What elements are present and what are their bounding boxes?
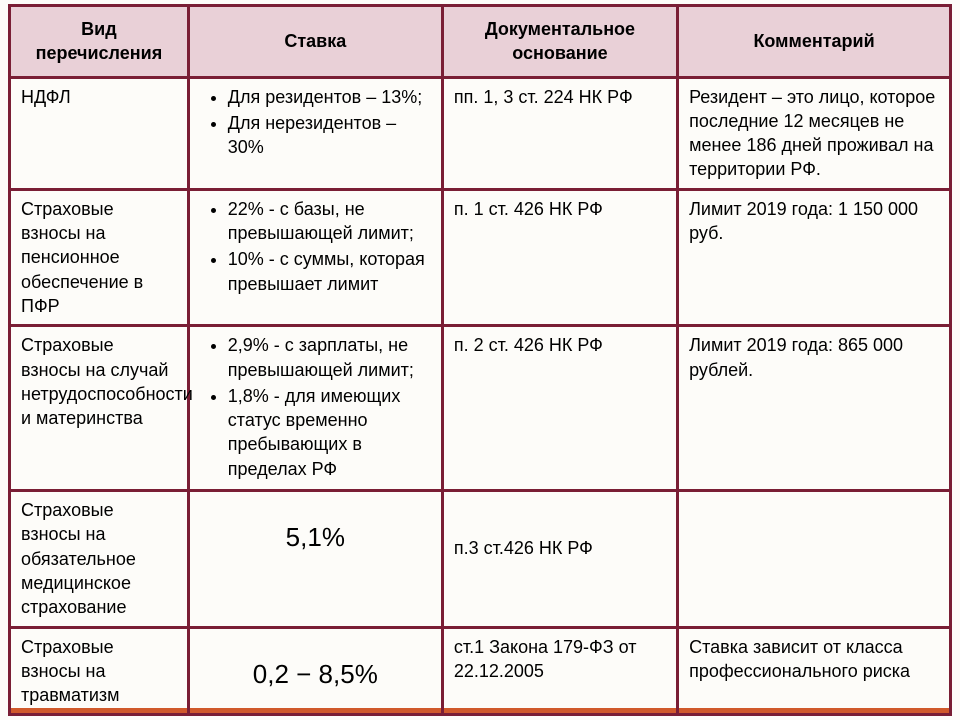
table-row: Страховые взносы на случай нетрудоспособ… [10, 326, 951, 491]
rate-item: 2,9% - с зарплаты, не превышающей лимит; [228, 333, 431, 382]
cell-rate: Для резидентов – 13%; Для нерезидентов –… [188, 77, 442, 189]
cell-type: Страховые взносы на пенсионное обеспечен… [10, 189, 189, 325]
col-header-basis: Документальное основание [442, 6, 677, 78]
rate-item: 22% - с базы, не превышающей лимит; [228, 197, 431, 246]
cell-rate: 5,1% [188, 491, 442, 627]
col-header-comment: Комментарий [678, 6, 951, 78]
cell-type: Страховые взносы на травматизм [10, 627, 189, 715]
col-header-rate: Ставка [188, 6, 442, 78]
cell-basis: ст.1 Закона 179-ФЗ от 22.12.2005 [442, 627, 677, 715]
col-header-type: Вид перечисления [10, 6, 189, 78]
header-row: Вид перечисления Ставка Документальное о… [10, 6, 951, 78]
cell-comment [678, 491, 951, 627]
rate-item: 1,8% - для имеющих статус временно пребы… [228, 384, 431, 481]
cell-basis: п.3 ст.426 НК РФ [442, 491, 677, 627]
cell-rate: 2,9% - с зарплаты, не превышающей лимит;… [188, 326, 442, 491]
tax-table-container: Вид перечисления Ставка Документальное о… [8, 4, 952, 716]
cell-basis: пп. 1, 3 ст. 224 НК РФ [442, 77, 677, 189]
cell-rate: 22% - с базы, не превышающей лимит; 10% … [188, 189, 442, 325]
cell-basis: п. 1 ст. 426 НК РФ [442, 189, 677, 325]
cell-comment: Лимит 2019 года: 1 150 000 руб. [678, 189, 951, 325]
table-row: НДФЛ Для резидентов – 13%; Для нерезиден… [10, 77, 951, 189]
rate-item: 10% - с суммы, которая превышает лимит [228, 247, 431, 296]
cell-comment: Ставка зависит от класса профессионально… [678, 627, 951, 715]
table-row: Страховые взносы на пенсионное обеспечен… [10, 189, 951, 325]
tax-table: Вид перечисления Ставка Документальное о… [8, 4, 952, 716]
table-row: Страховые взносы на обязательное медицин… [10, 491, 951, 627]
cell-type: НДФЛ [10, 77, 189, 189]
cell-comment: Лимит 2019 года: 865 000 рублей. [678, 326, 951, 491]
cell-rate: 0,2 − 8,5% [188, 627, 442, 715]
table-row: Страховые взносы на травматизм 0,2 − 8,5… [10, 627, 951, 715]
rate-item: Для резидентов – 13%; [228, 85, 431, 109]
cell-basis: п. 2 ст. 426 НК РФ [442, 326, 677, 491]
cell-type: Страховые взносы на случай нетрудоспособ… [10, 326, 189, 491]
rate-item: Для нерезидентов – 30% [228, 111, 431, 160]
cell-comment: Резидент – это лицо, которое последние 1… [678, 77, 951, 189]
cell-type: Страховые взносы на обязательное медицин… [10, 491, 189, 627]
